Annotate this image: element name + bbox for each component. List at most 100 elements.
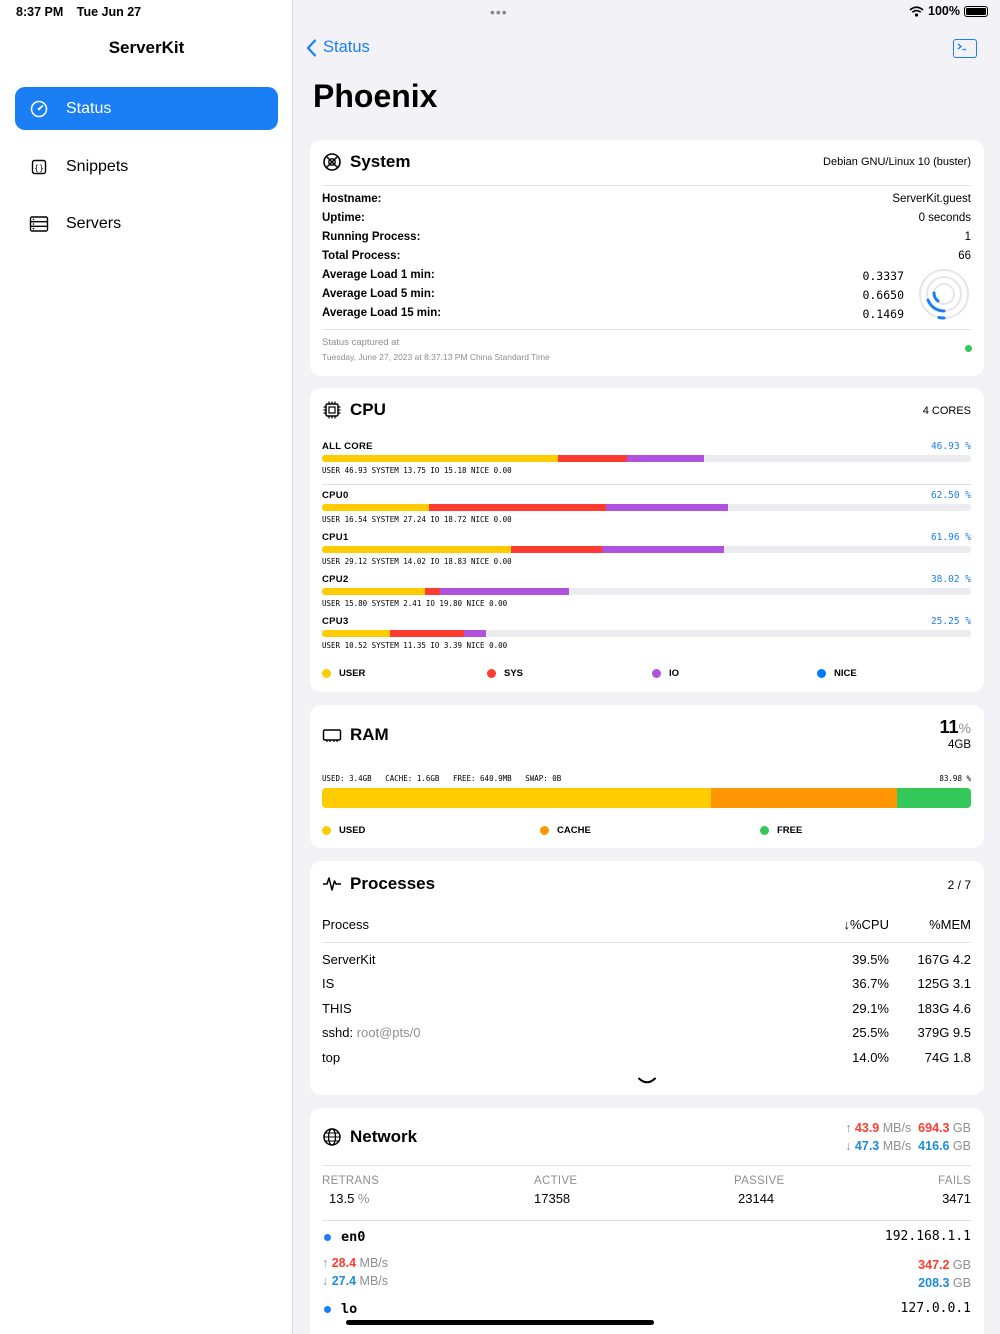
process-row[interactable]: sshd: root@pts/0 25.5% 379G 9.5 [322,1021,971,1046]
upload-rate: 43.9 [854,1121,880,1135]
process-cpu: 14.0% [852,1049,889,1065]
col-process[interactable]: Process [322,916,369,932]
cpu-legend: USER SYS IO NICE [322,668,971,679]
upload-summary: ↑ 43.9 MB/s 694.3 GB [845,1119,971,1137]
col-mem[interactable]: %MEM [929,916,971,932]
processes-title: Processes [350,874,436,893]
system-icon [323,153,341,171]
process-row[interactable]: IS 36.7% 125G 3.1 [322,972,971,997]
captured-info: Status captured at Tuesday, June 27, 202… [322,336,550,364]
process-row[interactable]: THIS 29.1% 183G 4.6 [322,996,971,1021]
legend-used: USED [322,825,540,836]
cpu-sys-segment [557,455,628,462]
stat-value: 3471 [942,1191,971,1206]
process-args: root@pts/0 [353,1025,421,1041]
legend-cache: CACHE [540,825,760,836]
load-5-value: 0.6650 [862,288,904,302]
stat-active: ACTIVE 17358 [534,1175,577,1206]
cpu-percent: 38.02 % [930,574,971,585]
legend-nice: NICE [817,668,857,679]
process-rows: ServerKit 39.5% 167G 4.2 IS 36.7% 125G 3.1 THI… [322,947,971,1070]
cpu-bar [322,588,971,595]
ram-detail: USED: 3.4GB CACHE: 1.6GB FREE: 640.9MB S… [322,774,562,783]
uptime-label: Uptime: [322,212,365,224]
process-mem: 74G 1.8 [924,1049,971,1065]
back-button[interactable]: Status [306,38,370,57]
cpu-card: CPU 4 CORES ALL CORE 46.93 % USER 46.93 SY… [310,388,984,692]
cpu-user-segment [322,546,511,553]
process-command: top [322,1049,341,1065]
arrow-up-icon: ↑ [322,1256,332,1270]
captured-label: Status captured at [322,337,400,348]
cpu-row: CPU0 62.50 % USER 16.54 SYSTEM 27.24 IO 18… [322,490,971,524]
ram-free-segment [897,788,971,808]
cpu-row: CPU1 61.96 % USER 29.12 SYSTEM 14.02 IO 18… [322,532,971,566]
status-bar-right: 100% [909,4,988,18]
cpu-user-segment [322,630,391,637]
cpu-bar [322,504,971,511]
cpu-detail: USER 15.80 SYSTEM 2.41 IO 19.80 NICE 0.0… [322,599,508,608]
running-process-label: Running Process: [322,231,421,243]
ram-card: RAM 11% 4GB USED: 3.4GB CACHE: 1.6GB FRE… [310,705,984,848]
process-row[interactable]: top 14.0% 74G 1.8 [322,1045,971,1070]
cpu-user-segment [322,588,425,595]
cpu-sys-segment [390,630,464,637]
divider [322,1165,971,1166]
load-1-label: Average Load 1 min: [322,269,435,281]
interface-rates: ↑ 28.4 MB/s ↓ 27.4 MB/s [322,1254,971,1290]
hostname-label: Hostname: [322,193,382,205]
arrow-down-icon: ↓ [845,1139,855,1153]
code-icon: {} [29,157,49,177]
divider [322,185,971,186]
sidebar-item-snippets[interactable]: {} Snippets [15,145,278,188]
total-process-label: Total Process: [322,250,401,262]
legend-label: IO [669,668,680,679]
legend-label: USED [339,825,366,836]
cpu-row: ALL CORE 46.93 % USER 46.93 SYSTEM 13.75 I… [322,441,971,475]
ram-total: 4GB [947,739,971,751]
multitask-dots-icon[interactable]: ••• [490,4,508,20]
cpu-bar [322,546,971,553]
uptime-value: 0 seconds [918,212,971,224]
load-5-label: Average Load 5 min: [322,288,435,300]
ram-usage-bar [322,788,971,808]
process-name: ServerKit [322,952,829,967]
process-row[interactable]: ServerKit 39.5% 167G 4.2 [322,947,971,972]
legend-io: IO [652,668,817,679]
cpu-detail: USER 29.12 SYSTEM 14.02 IO 18.83 NICE 0.… [322,557,512,566]
cpu-io-segment [463,630,486,637]
chevron-down-icon[interactable] [638,1077,656,1085]
stat-retrans: RETRANS 13.5 % [322,1175,379,1206]
download-rate-unit: MB/s [879,1139,912,1153]
legend-label: NICE [834,668,857,679]
legend-free: FREE [760,825,802,836]
process-cpu: 39.5% [852,951,889,967]
ram-header: RAM [322,725,389,745]
cpu-sys-segment [424,588,441,595]
divider [322,484,971,485]
interface-ip: 127.0.0.1 [900,1301,971,1316]
processes-header: Processes [322,874,435,894]
sidebar-item-status[interactable]: Status [15,87,278,130]
terminal-icon[interactable] [953,39,977,58]
cpu-io-segment [627,455,704,462]
col-cpu[interactable]: ↓%CPU [843,916,889,932]
system-header: System [322,152,410,172]
sidebar-item-servers[interactable]: Servers [15,202,278,245]
system-title: System [350,152,411,171]
download-total: 416.6 [918,1139,950,1153]
cpu-user-segment [322,455,558,462]
interface-label: lo [341,1301,358,1317]
process-cpu: 36.7% [852,976,889,992]
processes-page[interactable]: 2 / 7 [947,878,971,892]
ram-used-segment [322,788,712,808]
gauge-icon [29,99,49,119]
legend-label: SYS [504,668,524,679]
system-card: System Debian GNU/Linux 10 (buster) Host… [310,140,984,376]
divider [322,942,971,943]
stat-value: 23144 [738,1191,775,1206]
upload-total-unit: GB [949,1121,971,1135]
home-indicator[interactable] [346,1320,654,1325]
ram-percent: 11% [940,717,971,738]
legend-dot [760,826,769,835]
